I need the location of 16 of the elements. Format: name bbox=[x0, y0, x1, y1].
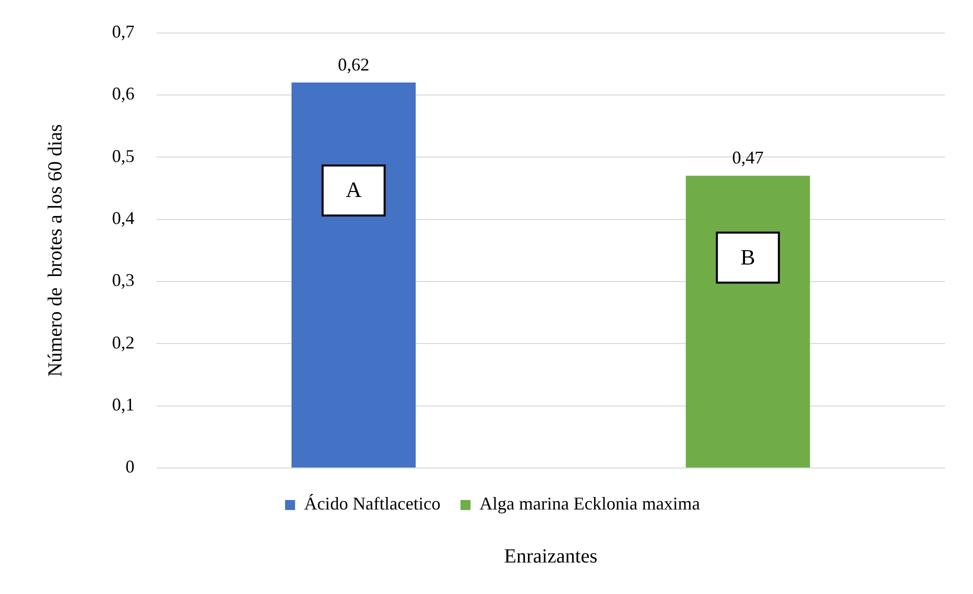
data-label: 0,62 bbox=[338, 54, 370, 74]
y-tick-label: 0,6 bbox=[112, 84, 134, 104]
data-label: 0,47 bbox=[732, 148, 764, 168]
y-tick-label: 0,3 bbox=[112, 270, 134, 290]
x-axis-title: Enraizantes bbox=[504, 545, 598, 568]
legend-label: Ácido Naftlacetico bbox=[304, 494, 441, 514]
annotation: A bbox=[346, 177, 362, 202]
y-tick-label: 0,2 bbox=[112, 332, 134, 352]
legend-label: Alga marina Ecklonia maxima bbox=[480, 494, 700, 514]
annotation: B bbox=[740, 244, 756, 270]
y-tick-label: 0,7 bbox=[112, 22, 134, 42]
y-tick-label: 0,5 bbox=[112, 146, 134, 166]
y-tick-label: 0,1 bbox=[112, 394, 134, 415]
y-tick-label: 0,4 bbox=[112, 208, 134, 228]
y-tick-label: 0 bbox=[126, 456, 134, 477]
y-axis-title: Número de brotes a los 60 dias bbox=[44, 124, 66, 377]
